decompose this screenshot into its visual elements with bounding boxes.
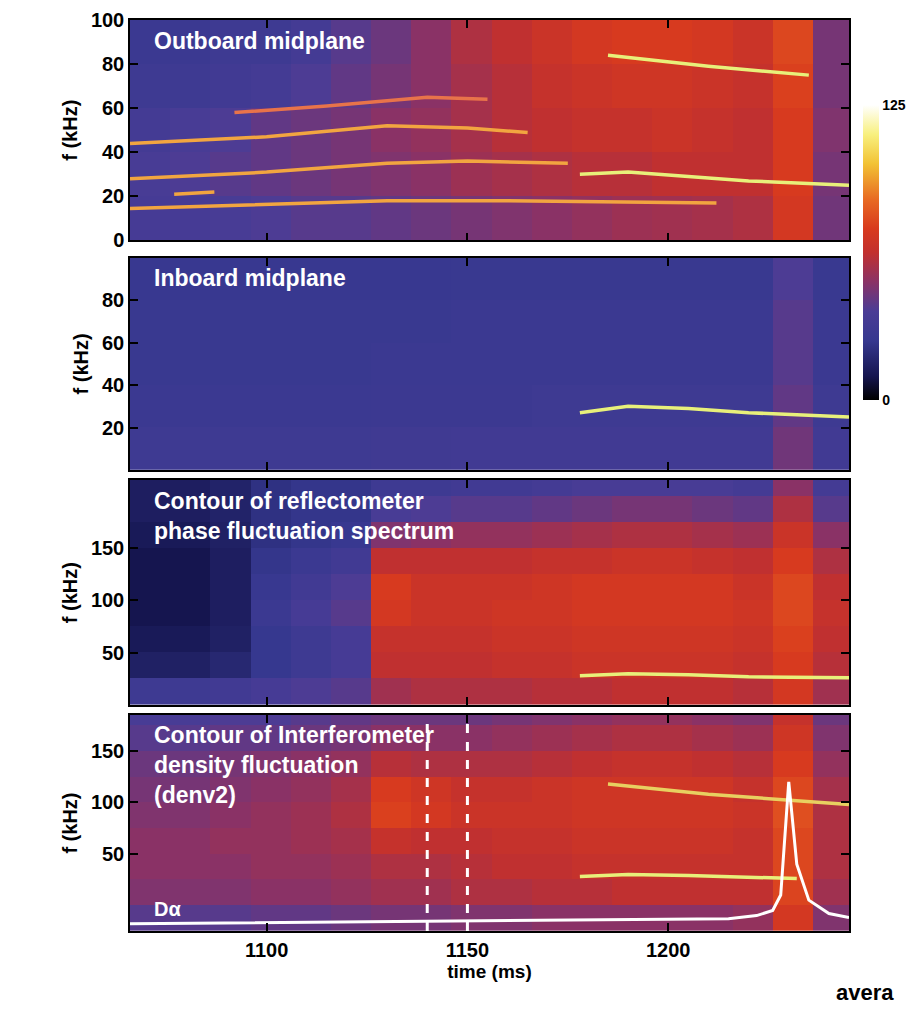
svg-text:100: 100 — [91, 791, 124, 813]
svg-text:Outboard midplane: Outboard midplane — [154, 28, 365, 54]
svg-text:1200: 1200 — [646, 939, 691, 961]
svg-text:time (ms): time (ms) — [447, 961, 531, 982]
svg-text:f (kHz): f (kHz) — [59, 100, 81, 161]
svg-text:100: 100 — [91, 9, 124, 31]
svg-text:20: 20 — [102, 185, 124, 207]
svg-text:60: 60 — [102, 332, 124, 354]
svg-text:150: 150 — [91, 537, 124, 559]
svg-text:0: 0 — [882, 392, 890, 408]
svg-text:1150: 1150 — [446, 939, 489, 961]
svg-text:avera: avera — [836, 980, 894, 1005]
svg-text:f (kHz): f (kHz) — [59, 792, 81, 853]
svg-text:0: 0 — [113, 229, 124, 251]
svg-text:125: 125 — [882, 97, 906, 113]
svg-text:80: 80 — [102, 289, 124, 311]
svg-text:40: 40 — [102, 374, 124, 396]
svg-text:150: 150 — [91, 740, 124, 762]
svg-text:Dα: Dα — [154, 898, 181, 920]
svg-text:40: 40 — [102, 141, 124, 163]
svg-text:1100: 1100 — [245, 939, 288, 961]
svg-text:f (kHz): f (kHz) — [70, 333, 92, 394]
svg-text:100: 100 — [91, 589, 124, 611]
svg-text:50: 50 — [102, 642, 124, 664]
svg-text:f (kHz): f (kHz) — [59, 562, 81, 623]
svg-text:Inboard midplane: Inboard midplane — [154, 265, 346, 291]
svg-text:50: 50 — [102, 843, 124, 865]
svg-text:Contour of reflectometerphase: Contour of reflectometerphase fluctuatio… — [154, 488, 454, 544]
svg-text:Contour of Interferometerdensi: Contour of Interferometerdensity fluctua… — [154, 722, 434, 808]
svg-text:80: 80 — [102, 53, 124, 75]
svg-text:60: 60 — [102, 97, 124, 119]
svg-text:20: 20 — [102, 417, 124, 439]
